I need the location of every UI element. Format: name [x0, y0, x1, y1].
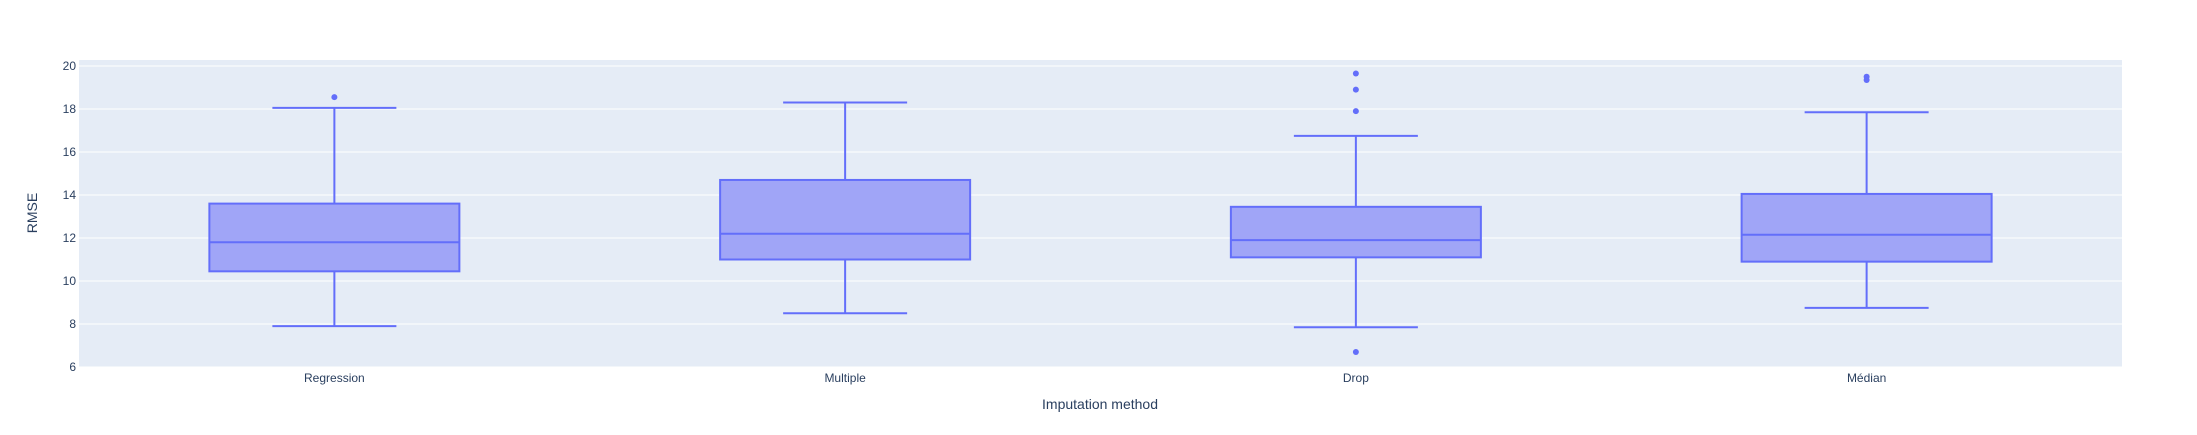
outlier-point [1864, 74, 1870, 80]
x-tick-label: Drop [1343, 371, 1369, 385]
outlier-point [1353, 87, 1359, 93]
iqr-box [209, 204, 459, 272]
y-tick-label: 20 [63, 59, 77, 73]
y-axis-title: RMSE [24, 193, 40, 233]
y-tick-label: 14 [63, 188, 77, 202]
y-tick-label: 18 [63, 102, 77, 116]
y-tick-label: 8 [69, 317, 76, 331]
outlier-point [1353, 108, 1359, 114]
y-tick-label: 6 [69, 360, 76, 374]
x-axis-title: Imputation method [1042, 396, 1158, 412]
y-axis-ticks: 6 8 10 12 14 16 18 20 [63, 59, 77, 374]
outlier-point [1353, 349, 1359, 355]
x-tick-label: Multiple [824, 371, 866, 385]
iqr-box [1742, 194, 1992, 262]
outlier-point [1353, 71, 1359, 77]
y-tick-label: 10 [63, 274, 77, 288]
iqr-box [1231, 207, 1481, 258]
outlier-point [331, 94, 337, 100]
y-tick-label: 16 [63, 145, 77, 159]
x-tick-label: Regression [304, 371, 365, 385]
x-axis-ticks: Regression Multiple Drop Médian [304, 371, 1886, 385]
x-tick-label: Médian [1847, 371, 1886, 385]
y-tick-label: 12 [63, 231, 77, 245]
iqr-box [720, 180, 970, 260]
